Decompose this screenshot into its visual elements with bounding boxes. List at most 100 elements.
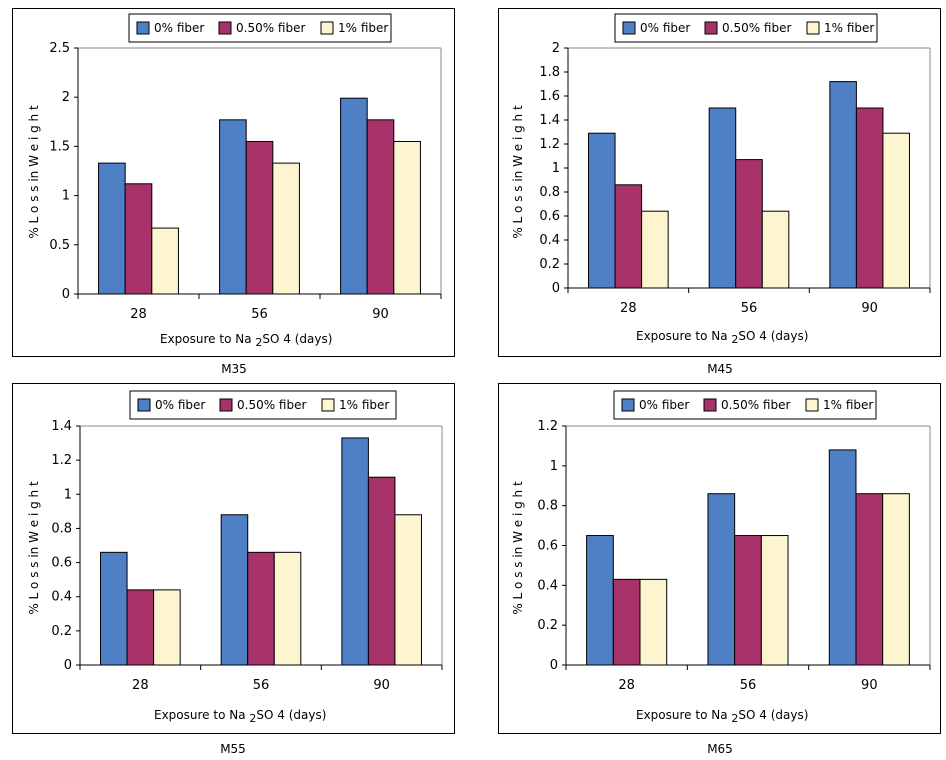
x-tick-label: 28 (132, 678, 149, 693)
panel-caption-m35: M35 (221, 362, 247, 376)
bar-050pct-90 (366, 119, 395, 295)
bar-1pct-90 (882, 493, 910, 666)
legend-swatch (806, 21, 820, 35)
bar-1pct-28 (151, 227, 179, 295)
legend-swatch (703, 398, 717, 412)
y-tick-label: 0.6 (51, 556, 72, 571)
legend-swatch (137, 398, 151, 412)
legend-label: 0% fiber (639, 398, 689, 412)
legend-label: 0% fiber (155, 398, 205, 412)
bar-1pct-28 (641, 210, 669, 289)
legend-box (613, 390, 877, 420)
bar-050pct-90 (855, 107, 884, 289)
y-axis-label: % L o s s in W e i g h t (27, 105, 41, 239)
x-tick-label: 90 (861, 301, 878, 316)
x-tick-label: 56 (253, 678, 270, 693)
bar-0pct-90 (828, 449, 857, 666)
legend-label: 1% fiber (338, 21, 388, 35)
legend-box (614, 13, 878, 43)
x-tick-label: 56 (251, 307, 268, 322)
y-tick-label: 0.2 (539, 257, 560, 272)
legend-box (129, 390, 397, 420)
y-tick-label: 0 (62, 287, 70, 302)
bar-050pct-28 (612, 578, 641, 666)
y-tick-label: 1 (62, 189, 70, 204)
x-tick-label: 28 (620, 301, 637, 316)
y-tick-label: 0.8 (537, 499, 558, 514)
legend-swatch (622, 21, 636, 35)
bar-0pct-28 (98, 162, 126, 295)
y-tick-label: 1.6 (539, 89, 560, 104)
bar-1pct-56 (761, 210, 790, 289)
legend-label: 1% fiber (823, 398, 873, 412)
legend-label: 0.50% fiber (721, 398, 790, 412)
legend-label: 0.50% fiber (722, 21, 791, 35)
x-tick-label: 90 (372, 307, 389, 322)
x-tick-label: 28 (130, 307, 147, 322)
y-tick-label: 2 (62, 90, 70, 105)
x-tick-label: 28 (618, 678, 635, 693)
panel-caption-m65: M65 (707, 742, 733, 756)
x-tick-label: 90 (373, 678, 390, 693)
legend-swatch (136, 21, 150, 35)
y-tick-label: 0.4 (539, 233, 560, 248)
bar-1pct-90 (882, 132, 910, 289)
legend-swatch (621, 398, 635, 412)
bar-050pct-56 (247, 551, 275, 666)
bar-0pct-28 (586, 535, 614, 666)
bar-1pct-90 (394, 514, 422, 666)
y-tick-label: 0.4 (51, 590, 72, 605)
y-tick-label: 1.2 (537, 419, 558, 434)
y-tick-label: 0.4 (537, 578, 558, 593)
y-axis-label: % L o s s in W e i g h t (511, 105, 525, 239)
y-tick-label: 1 (550, 459, 558, 474)
y-tick-label: 0.6 (537, 539, 558, 554)
bar-1pct-28 (639, 578, 668, 666)
bar-1pct-90 (393, 140, 421, 295)
legend-swatch (218, 21, 232, 35)
bar-050pct-28 (126, 589, 155, 666)
x-axis-label: Exposure to Na 2SO 4 (days) (636, 329, 808, 346)
x-axis-label: Exposure to Na 2SO 4 (days) (636, 708, 808, 725)
x-axis-label: Exposure to Na 2SO 4 (days) (160, 332, 332, 349)
bar-0pct-90 (341, 437, 369, 666)
y-tick-label: 2.5 (49, 41, 70, 56)
bar-050pct-56 (735, 159, 763, 289)
y-tick-label: 0.8 (51, 521, 72, 536)
y-tick-label: 1.4 (539, 113, 560, 128)
bar-0pct-90 (340, 97, 368, 295)
y-tick-label: 1.4 (51, 419, 72, 434)
panel-caption-m55: M55 (220, 742, 246, 756)
legend-swatch (321, 398, 335, 412)
bar-0pct-56 (220, 514, 249, 666)
y-tick-label: 0.2 (537, 618, 558, 633)
bar-0pct-56 (219, 119, 247, 295)
bar-050pct-56 (245, 140, 274, 295)
y-axis-label: % L o s s in W e i g h t (511, 481, 525, 615)
bar-0pct-56 (707, 493, 736, 666)
panel-caption-m45: M45 (707, 362, 733, 376)
y-tick-label: 2 (552, 41, 560, 56)
legend-label: 0.50% fiber (236, 21, 305, 35)
y-tick-label: 1.8 (539, 65, 560, 80)
legend-label: 0% fiber (640, 21, 690, 35)
y-tick-label: 0.2 (51, 624, 72, 639)
legend-label: 0% fiber (154, 21, 204, 35)
legend-swatch (320, 21, 334, 35)
bar-0pct-56 (708, 107, 737, 289)
y-tick-label: 0.8 (539, 185, 560, 200)
legend-label: 1% fiber (824, 21, 874, 35)
y-tick-label: 0.6 (539, 209, 560, 224)
legend-box (128, 13, 392, 43)
y-tick-label: 1 (64, 487, 72, 502)
bar-050pct-90 (855, 493, 884, 666)
legend-swatch (805, 398, 819, 412)
legend-swatch (704, 21, 718, 35)
bar-050pct-28 (124, 183, 153, 295)
bar-0pct-28 (588, 132, 616, 289)
bar-050pct-56 (734, 535, 762, 666)
x-axis-label: Exposure to Na 2SO 4 (days) (154, 708, 326, 725)
x-tick-label: 90 (861, 678, 878, 693)
bar-050pct-28 (614, 184, 643, 289)
